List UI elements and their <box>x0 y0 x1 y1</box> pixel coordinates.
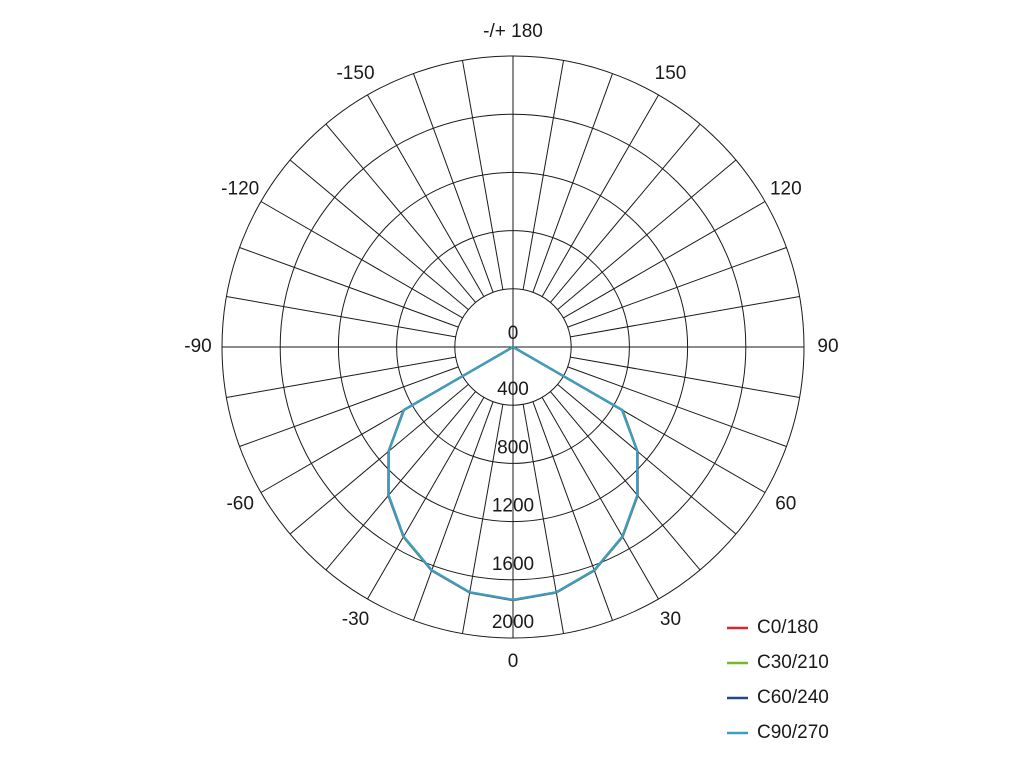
theta-tick-label: 0 <box>508 651 519 672</box>
grid-ring <box>454 288 572 406</box>
r-tick-label: 2000 <box>492 612 534 633</box>
theta-tick-label: 30 <box>660 609 681 630</box>
grid-ring <box>396 230 630 464</box>
r-tick-label: 800 <box>497 437 529 458</box>
r-tick-label: 1200 <box>492 496 534 517</box>
grid-ring <box>221 55 805 639</box>
legend-label: C30/210 <box>757 652 829 673</box>
theta-tick-label: 60 <box>775 494 796 515</box>
legend-label: C0/180 <box>757 617 818 638</box>
theta-tick-label: -/+ 180 <box>483 21 543 42</box>
r-tick-label: 0 <box>508 323 519 344</box>
theta-tick-label: 90 <box>817 336 838 357</box>
theta-tick-label: -150 <box>336 63 374 84</box>
r-tick-label: 1600 <box>492 554 534 575</box>
legend-label: C90/270 <box>757 722 829 743</box>
grid-ring <box>337 171 689 523</box>
theta-tick-label: -30 <box>342 609 369 630</box>
legend-label: C60/240 <box>757 687 829 708</box>
grid-ring <box>279 113 747 581</box>
theta-tick-label: -120 <box>221 179 259 200</box>
r-tick-label: 400 <box>497 379 529 400</box>
series-line <box>387 346 639 601</box>
theta-tick-label: -90 <box>184 336 211 357</box>
theta-tick-label: 120 <box>770 179 802 200</box>
theta-tick-label: -60 <box>226 494 253 515</box>
theta-tick-label: 150 <box>655 63 687 84</box>
